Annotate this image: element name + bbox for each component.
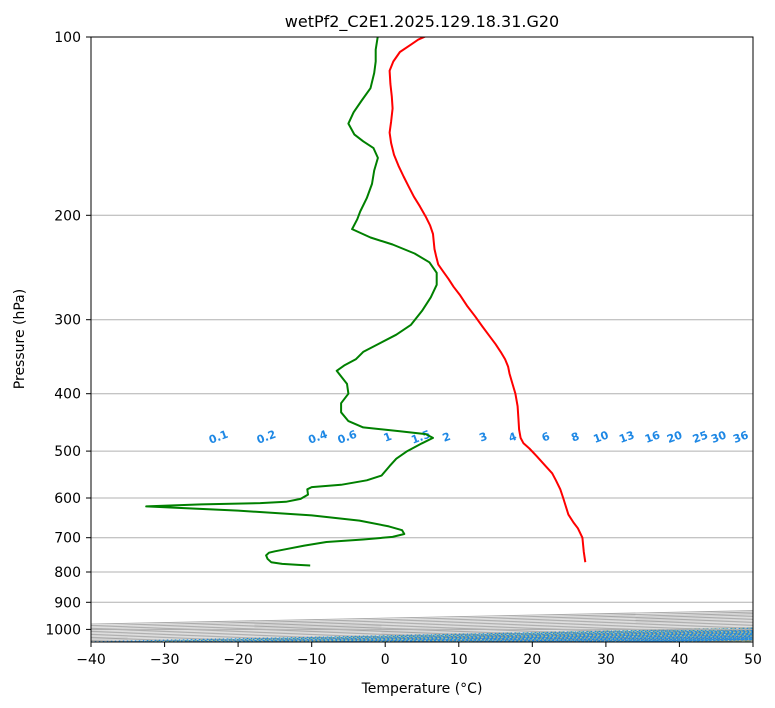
x-tick-label: 30: [597, 652, 615, 668]
x-tick-label: 20: [523, 652, 541, 668]
y-tick-label: 400: [54, 387, 81, 403]
y-axis-label: Pressure (hPa): [12, 289, 28, 389]
mixing-ratio-label: 20: [665, 428, 684, 446]
mixing-ratio-label: 30: [709, 428, 728, 446]
x-tick-label: −30: [150, 652, 180, 668]
mixing-ratio-label: 0.2: [255, 428, 278, 447]
y-axis: 100 200 300 400 500 600 700 800 900 1000: [45, 30, 91, 638]
mixing-ratio-label: 2: [441, 430, 453, 445]
x-tick-label: 40: [670, 652, 688, 668]
mixing-ratio-label: 36: [731, 428, 750, 446]
mixing-ratio-label: 0.4: [306, 428, 329, 447]
mixing-ratio-label: 10: [592, 428, 611, 446]
x-axis: −40 −30 −20 −10 0 10 20 30 40 50: [76, 642, 762, 668]
x-axis-label: Temperature (°C): [361, 681, 483, 697]
mixing-ratio-label: 16: [643, 428, 662, 446]
mixing-ratio-label: 3: [477, 430, 489, 445]
y-tick-label: 200: [54, 208, 81, 224]
mixing-ratio-label: 0.1: [207, 428, 230, 447]
y-tick-label: 900: [54, 595, 81, 611]
x-tick-label: −20: [223, 652, 253, 668]
mixing-ratio-label: 13: [617, 428, 636, 445]
plot-frame: [90, 36, 754, 643]
chart-title: wetPf2_C2E1.2025.129.18.31.G20: [285, 12, 559, 32]
x-tick-label: 50: [744, 652, 762, 668]
profile-series: [145, 37, 587, 567]
y-tick-label: 1000: [45, 622, 81, 638]
mixing-ratio-label: 8: [569, 430, 581, 445]
y-tick-label: 800: [54, 565, 81, 581]
x-tick-label: −10: [297, 652, 327, 668]
y-tick-label: 100: [54, 30, 81, 46]
mixing-ratio-label: 4: [507, 430, 519, 445]
y-tick-label: 700: [54, 531, 81, 547]
mixing-ratio-label: 0.6: [336, 428, 359, 447]
x-tick-label: 0: [381, 652, 390, 668]
mixing-ratio-label: 6: [540, 430, 552, 445]
x-tick-label: −40: [76, 652, 106, 668]
mixing-ratio-label: 25: [691, 428, 710, 445]
y-tick-label: 600: [54, 491, 81, 507]
mixing-ratio-labels: 0.1 0.2 0.4 0.6 1 1.5 2 3 4 6 8 10 13 16 20 25 30 36: [207, 428, 750, 447]
x-tick-label: 10: [450, 652, 468, 668]
dewpoint-line: [145, 37, 438, 567]
mixing-ratio-label: 1: [382, 430, 394, 445]
y-tick-label: 500: [54, 444, 81, 460]
temperature-line: [388, 37, 587, 563]
pressure-grid: [91, 37, 753, 630]
plot-background: [91, 37, 753, 642]
y-tick-label: 300: [54, 313, 81, 329]
